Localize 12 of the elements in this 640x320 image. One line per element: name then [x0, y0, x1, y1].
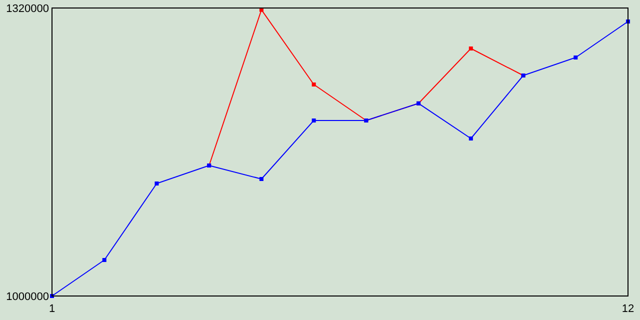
- point: [259, 177, 264, 181]
- x-tick-label: 1: [48, 303, 56, 315]
- point: [468, 136, 473, 140]
- y-tick-label: 1000000: [6, 290, 49, 303]
- point: [154, 182, 159, 186]
- point: [574, 56, 578, 60]
- x-tick-label: 12: [622, 303, 634, 315]
- point: [468, 46, 473, 50]
- point: [102, 258, 106, 262]
- y-tick-label: 1320000: [6, 2, 49, 15]
- point: [312, 118, 316, 122]
- point: [312, 82, 316, 86]
